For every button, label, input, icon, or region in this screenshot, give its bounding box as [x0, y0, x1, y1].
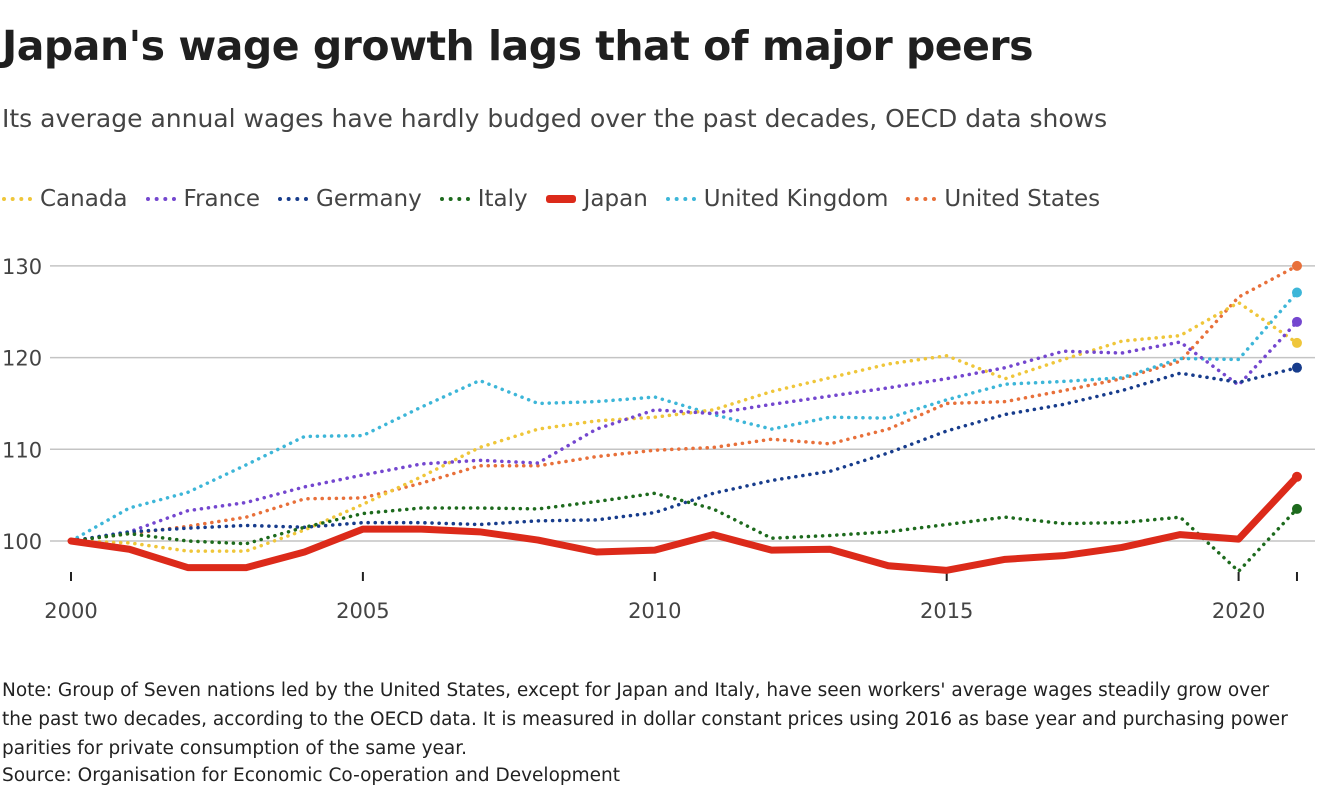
end-point-marker — [1291, 287, 1302, 298]
series-japan — [67, 471, 1302, 574]
end-point-marker — [1291, 316, 1302, 327]
x-tick-label: 2010 — [628, 599, 681, 623]
legend-item-japan: Japan — [545, 186, 648, 212]
legend-label: France — [183, 186, 261, 212]
legend-label: United Kingdom — [703, 186, 889, 212]
series-line — [69, 264, 1299, 543]
legend-swatch — [2, 197, 32, 201]
legend: Canada France Germany Italy Japan United King… — [2, 186, 1100, 212]
legend-swatch — [545, 195, 576, 203]
chart-source: Source: Organisation for Economic Co-ope… — [2, 765, 621, 786]
series-united-kingdom — [69, 287, 1302, 543]
series-line — [69, 320, 1299, 543]
end-point-marker — [1291, 260, 1302, 271]
series-line — [69, 300, 1299, 553]
chart-subtitle: Its average annual wages have hardly bud… — [2, 104, 1108, 133]
legend-item-italy: Italy — [439, 186, 528, 212]
x-tick-label: 2000 — [44, 599, 97, 623]
chart-note: Note: Group of Seven nations led by the … — [2, 680, 1288, 759]
end-point-marker — [1291, 471, 1302, 482]
y-tick-label: 110 — [2, 438, 42, 462]
series-united-states — [69, 260, 1302, 543]
legend-item-canada: Canada — [2, 186, 128, 212]
series-line — [69, 365, 1299, 543]
series-france — [69, 316, 1302, 543]
legend-label: United States — [944, 186, 1101, 212]
legend-item-germany: Germany — [278, 186, 422, 212]
legend-item-france: France — [145, 186, 261, 212]
legend-swatch — [665, 197, 696, 201]
series-italy — [69, 491, 1302, 574]
y-tick-label: 120 — [2, 347, 42, 371]
series-line — [67, 473, 1301, 574]
legend-label: Italy — [477, 186, 528, 212]
legend-swatch — [278, 197, 309, 201]
x-tick-label: 2015 — [920, 599, 973, 623]
legend-label: Germany — [316, 186, 422, 212]
legend-label: Canada — [40, 186, 128, 212]
legend-swatch — [439, 197, 470, 201]
y-tick-label: 100 — [2, 530, 42, 554]
line-chart: 100 110 120 130 2000 2005 2010 2015 2020 — [2, 255, 1315, 623]
chart-title: Japan's wage growth lags that of major p… — [2, 22, 1034, 70]
legend-swatch — [906, 197, 937, 201]
end-point-marker — [1291, 362, 1302, 373]
end-point-marker — [1291, 503, 1302, 514]
x-tick-label: 2005 — [336, 599, 389, 623]
legend-item-united-kingdom: United Kingdom — [665, 186, 889, 212]
series-germany — [69, 362, 1302, 543]
legend-label: Japan — [583, 186, 648, 212]
legend-swatch — [145, 197, 176, 201]
y-tick-label: 130 — [2, 255, 42, 279]
legend-item-united-states: United States — [906, 186, 1100, 212]
end-point-marker — [1291, 337, 1302, 348]
series-line — [69, 290, 1299, 543]
x-tick-label: 2020 — [1212, 599, 1265, 623]
series-canada — [69, 300, 1302, 553]
series-line — [69, 491, 1299, 574]
